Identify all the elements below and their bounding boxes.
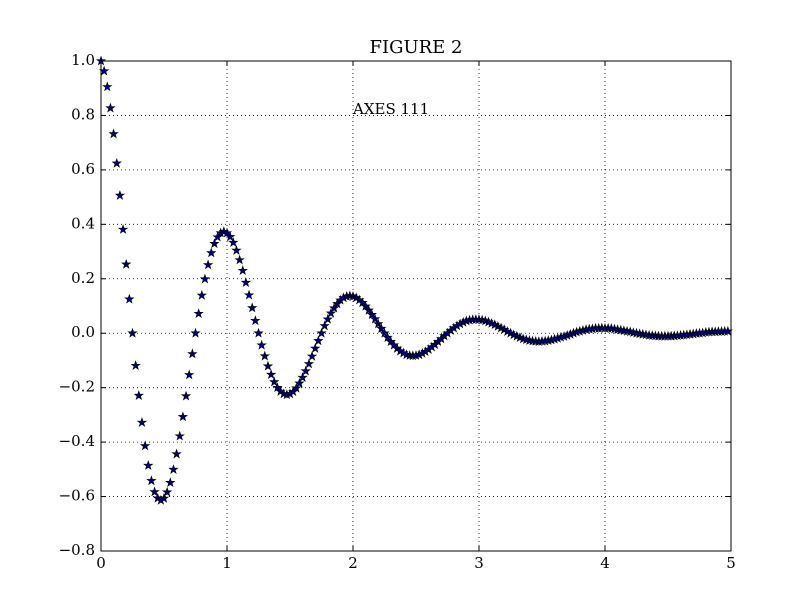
- point: [363, 304, 374, 315]
- point: [297, 372, 308, 382]
- x-tick-label: 0: [96, 554, 106, 572]
- point: [199, 273, 211, 284]
- y-tick-label: −0.8: [59, 541, 95, 559]
- point: [269, 376, 280, 387]
- annotation: AXES 111: [352, 100, 429, 118]
- point: [158, 493, 170, 503]
- point: [127, 327, 138, 338]
- point: [187, 348, 198, 359]
- point: [240, 277, 252, 287]
- y-tick-label: −0.6: [59, 487, 95, 505]
- point: [190, 327, 201, 338]
- point: [291, 382, 302, 393]
- point: [209, 238, 220, 249]
- x-tick-label: 4: [600, 554, 610, 572]
- point: [177, 411, 189, 422]
- x-tick-label: 3: [474, 554, 484, 572]
- point: [228, 237, 239, 247]
- point: [382, 332, 393, 342]
- point: [162, 486, 173, 497]
- point: [130, 360, 141, 370]
- point: [121, 258, 132, 269]
- point: [180, 390, 192, 401]
- point: [149, 486, 160, 497]
- y-tick-label: 1.0: [71, 51, 95, 69]
- point: [133, 390, 144, 400]
- point: [306, 350, 318, 361]
- point: [328, 302, 340, 313]
- point: [243, 289, 255, 300]
- point: [136, 417, 148, 427]
- point: [237, 265, 248, 275]
- point: [143, 460, 154, 470]
- point: [265, 369, 277, 379]
- y-tick-label: −0.4: [59, 432, 95, 450]
- point: [373, 318, 384, 329]
- point: [310, 343, 321, 353]
- point: [202, 259, 214, 270]
- point: [102, 81, 113, 92]
- chart-title: FIGURE 2: [369, 37, 462, 58]
- point: [262, 360, 274, 371]
- x-tick-label: 1: [222, 554, 232, 572]
- y-tick-label: 0.6: [71, 160, 95, 178]
- point: [108, 128, 119, 139]
- point: [300, 365, 311, 376]
- point: [369, 313, 381, 324]
- point: [250, 315, 261, 326]
- point: [171, 448, 182, 459]
- point: [253, 327, 264, 338]
- point: [256, 339, 267, 350]
- x-tick-label: 5: [726, 554, 736, 572]
- point: [247, 302, 258, 313]
- y-tick-label: 0.0: [71, 323, 95, 341]
- y-tick-label: 0.8: [71, 105, 95, 123]
- point: [168, 464, 179, 474]
- point: [366, 309, 378, 320]
- y-tick-label: 0.2: [71, 269, 95, 287]
- point: [212, 231, 223, 242]
- y-tick-label: 0.4: [71, 214, 95, 232]
- point: [196, 289, 207, 300]
- point: [325, 307, 337, 318]
- point: [303, 358, 315, 369]
- point: [111, 157, 122, 168]
- point: [259, 350, 270, 361]
- point: [117, 224, 129, 234]
- point: [313, 335, 324, 346]
- point: [124, 293, 135, 304]
- point: [322, 313, 333, 324]
- point: [234, 254, 245, 265]
- point: [360, 300, 371, 311]
- point: [184, 369, 195, 380]
- point: [105, 102, 116, 113]
- point: [146, 475, 157, 486]
- plot-area: 0 1 2 3 4 5 −0.8 −0.6 −0.4 −0.2 0.0 0.2 0.4 0.6 0.8 1.0: [59, 51, 736, 572]
- point: [294, 377, 305, 388]
- point: [206, 247, 217, 258]
- y-tick-label: −0.2: [59, 378, 95, 396]
- point: [231, 245, 242, 255]
- point: [193, 308, 204, 318]
- point: [319, 320, 330, 331]
- point: [224, 231, 236, 242]
- point: [165, 477, 176, 488]
- point: [316, 327, 327, 338]
- x-tick-label: 2: [348, 554, 358, 572]
- point: [139, 440, 151, 451]
- point: [376, 323, 387, 333]
- point: [379, 327, 390, 338]
- point: [174, 430, 185, 441]
- point: [114, 190, 126, 200]
- axes-frame: [100, 60, 732, 552]
